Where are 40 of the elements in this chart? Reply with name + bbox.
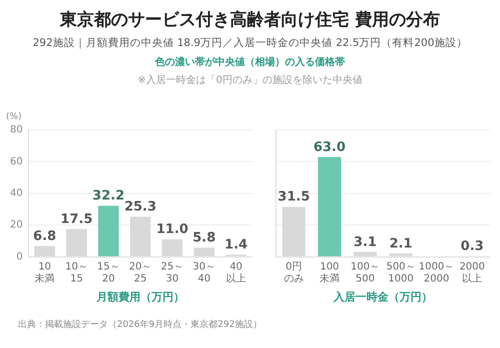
x-tick-label: 100～500 [350,261,380,284]
data-label: 3.1 [354,234,377,250]
x-tick-label: 500～1000 [386,261,416,284]
x-tick-label: 20～25 [128,261,152,284]
x-tick-label: 30～40 [192,261,216,284]
y-tick-label: 60 [10,156,23,168]
data-label: 25.3 [124,200,156,215]
data-label: 17.5 [60,212,93,227]
y-tick-label: 20 [10,220,23,231]
data-label: 2.1 [389,236,412,252]
data-label: 0.3 [460,239,484,254]
source-note: 出典：掲載施設データ（2026年9月時点・東京都292施設） [18,318,262,331]
x-tick-label: 1000～2000 [418,261,454,284]
chart-subtitle: 292施設｜月額費用の中央値 18.9万円／入居一時金の中央値 22.5万円（有料200施設） [32,36,468,50]
y-tick-label: 40 [10,188,23,199]
text: ※入居一時金は「0円のみ」の施設を除いた中央値 [136,74,364,87]
x-tick-label: 2000以上 [459,261,485,284]
x-tick-label: 0円のみ [284,261,304,284]
data-label: 32.2 [92,188,125,204]
x-tick-label: 10未満 [34,261,55,284]
bar [318,156,342,256]
x-tick-label: 10～15 [65,261,88,284]
y-tick-label: 80 [10,124,23,136]
data-label: 6.8 [33,228,56,244]
chart-title: 東京都のサービス付き高齢者向け住宅 費用の分布 [58,9,441,31]
x-tick-label: 25～30 [160,261,184,284]
data-label: 5.8 [192,230,216,246]
text: 色の濃い帯が中央値（相場）の入る価格帯 [154,56,346,69]
data-label: 11.0 [156,222,188,238]
data-label: 31.5 [278,190,310,205]
x-tick-label: 40以上 [226,261,246,284]
data-label: 63.0 [313,140,346,155]
bar [98,206,119,256]
x-tick-label: 15～20 [97,261,120,284]
x-tick-label: 100未満 [320,261,340,284]
x-axis-title: 入居一時金（万円） [332,290,432,304]
y-axis-title: (%) [6,112,22,122]
data-label: 1.4 [224,237,248,252]
x-axis-title: 月額費用（万円） [95,290,184,304]
y-tick-label: 0 [16,251,23,262]
